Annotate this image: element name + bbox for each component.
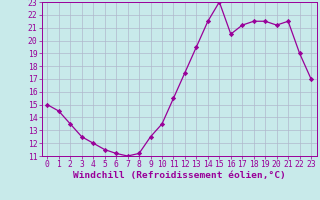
X-axis label: Windchill (Refroidissement éolien,°C): Windchill (Refroidissement éolien,°C): [73, 171, 285, 180]
